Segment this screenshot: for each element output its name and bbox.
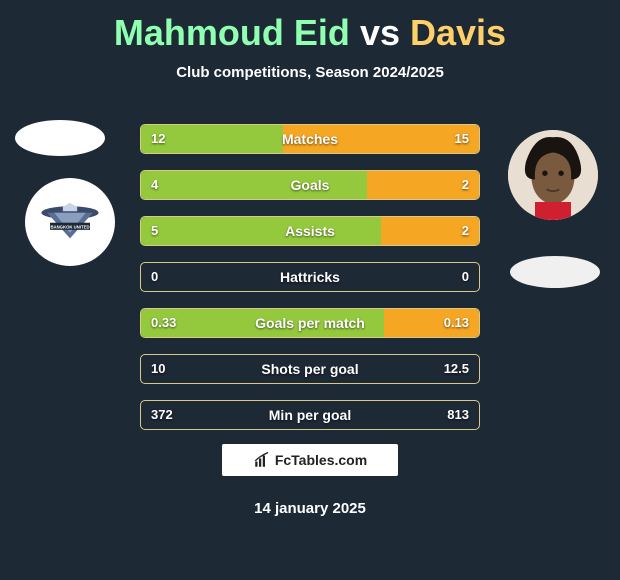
stat-row: Shots per goal10 12.5 (140, 354, 480, 384)
stat-value-right: 2 (462, 217, 469, 245)
stat-value-right: 15 (455, 125, 469, 153)
vs-text: vs (360, 12, 400, 53)
date-text: 14 january 2025 (0, 500, 620, 517)
stat-value-right: 2 (462, 171, 469, 199)
stat-label: Hattricks (141, 263, 479, 291)
stat-label: Goals per match (141, 309, 479, 337)
stat-value-left: 0 (151, 263, 158, 291)
player2-club-placeholder (510, 256, 600, 288)
chart-icon (253, 451, 271, 469)
player1-avatar-placeholder (15, 120, 105, 156)
stat-row: Hattricks0 0 (140, 262, 480, 292)
player2-name: Davis (410, 12, 506, 53)
stat-value-right: 0 (462, 263, 469, 291)
stat-value-left: 4 (151, 171, 158, 199)
stats-bars: Matches1215Goals42Assists52Hattricks00Go… (140, 124, 480, 446)
stat-row: Goals4 2 (140, 170, 480, 200)
player2-avatar (508, 130, 598, 220)
stat-value-right: 0.13 (444, 309, 469, 337)
stat-row: Min per goal372 813 (140, 400, 480, 430)
stat-row: Assists5 2 (140, 216, 480, 246)
stat-value-right: 813 (447, 401, 469, 429)
stat-value-left: 372 (151, 401, 173, 429)
svg-text:BANGKOK UNITED: BANGKOK UNITED (50, 224, 89, 229)
stat-value-left: 12 (151, 125, 165, 153)
player1-club-crest: BANGKOK UNITED (25, 178, 115, 266)
stat-label: Goals (141, 171, 479, 199)
stat-value-left: 5 (151, 217, 158, 245)
stat-label: Matches (141, 125, 479, 153)
stat-label: Min per goal (141, 401, 479, 429)
player1-name: Mahmoud Eid (114, 12, 350, 53)
stat-label: Shots per goal (141, 355, 479, 383)
stat-value-left: 0.33 (151, 309, 176, 337)
comparison-title: Mahmoud Eid vs Davis (0, 0, 620, 54)
stat-row: Matches12 15 (140, 124, 480, 154)
stat-label: Assists (141, 217, 479, 245)
stat-value-right: 12.5 (444, 355, 469, 383)
stat-row: Goals per match0.33 0.13 (140, 308, 480, 338)
stat-value-left: 10 (151, 355, 165, 383)
subtitle: Club competitions, Season 2024/2025 (0, 64, 620, 81)
logo-text: FcTables.com (275, 452, 367, 468)
fctables-logo: FcTables.com (222, 444, 398, 476)
